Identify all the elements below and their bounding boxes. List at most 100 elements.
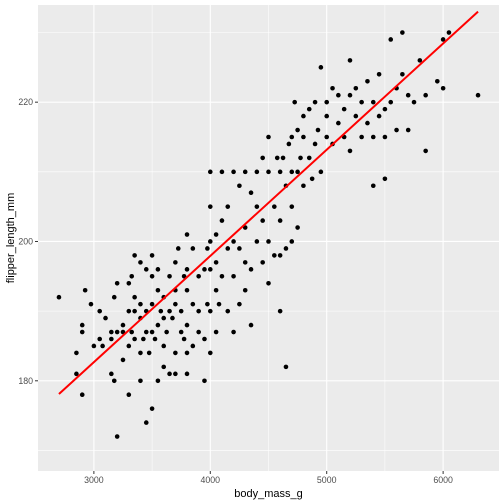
data-point xyxy=(173,350,178,356)
data-point xyxy=(138,350,143,356)
data-point xyxy=(266,134,271,140)
data-point xyxy=(315,127,321,133)
y-tick-label: 180 xyxy=(18,376,33,386)
data-point xyxy=(213,232,219,237)
data-point xyxy=(242,287,248,293)
data-point xyxy=(138,260,143,265)
data-point xyxy=(353,85,359,91)
major-grid xyxy=(38,5,499,471)
data-point xyxy=(175,246,181,251)
data-point xyxy=(173,260,178,265)
data-point xyxy=(301,113,306,119)
y-axis-ticks: 180 200 220 xyxy=(18,97,38,386)
data-point xyxy=(301,183,306,189)
data-point xyxy=(213,260,219,265)
data-point xyxy=(440,37,446,42)
data-point xyxy=(309,176,315,182)
data-point xyxy=(126,343,132,349)
data-point xyxy=(213,329,219,335)
data-point xyxy=(91,343,97,349)
data-point xyxy=(149,329,155,335)
data-point xyxy=(109,336,114,342)
y-tick-label: 220 xyxy=(18,97,33,107)
data-point xyxy=(242,169,248,175)
data-point xyxy=(248,322,254,328)
data-point xyxy=(79,392,85,398)
data-point xyxy=(184,322,190,328)
data-point xyxy=(376,113,382,119)
data-point xyxy=(109,371,114,377)
data-point xyxy=(184,371,190,377)
data-point xyxy=(56,294,62,300)
data-point xyxy=(219,274,225,279)
data-point xyxy=(138,301,143,307)
data-point xyxy=(173,301,178,307)
data-point xyxy=(411,99,417,105)
data-point xyxy=(260,155,265,161)
data-point xyxy=(178,308,184,314)
data-point xyxy=(219,218,225,223)
data-point xyxy=(336,120,341,126)
data-point xyxy=(318,65,324,70)
data-point xyxy=(298,155,303,161)
data-point xyxy=(149,406,155,411)
data-point xyxy=(359,99,364,105)
data-point xyxy=(167,308,172,314)
data-point xyxy=(446,30,452,35)
data-point xyxy=(388,37,394,42)
data-point xyxy=(260,218,265,223)
data-point xyxy=(301,134,306,140)
data-point xyxy=(132,336,137,342)
data-point xyxy=(260,260,265,265)
data-point xyxy=(155,267,161,272)
data-point xyxy=(184,232,190,237)
y-tick-label: 200 xyxy=(18,236,33,246)
data-point xyxy=(167,274,172,279)
data-point xyxy=(207,169,213,175)
data-point xyxy=(155,287,161,293)
data-point xyxy=(237,301,242,307)
data-point xyxy=(196,274,201,279)
data-point xyxy=(277,253,283,258)
data-point xyxy=(143,420,149,425)
data-point xyxy=(111,378,117,384)
data-point xyxy=(231,274,236,279)
data-point xyxy=(184,267,190,272)
data-point xyxy=(88,301,94,307)
data-point xyxy=(417,58,423,63)
data-point xyxy=(74,371,79,377)
data-point xyxy=(400,30,405,35)
data-point xyxy=(254,204,260,209)
data-point xyxy=(161,315,167,321)
data-point xyxy=(120,322,126,328)
data-point xyxy=(277,218,283,223)
data-point xyxy=(376,72,382,77)
data-point xyxy=(292,99,297,105)
data-point xyxy=(196,329,201,335)
data-point xyxy=(283,364,289,370)
data-point xyxy=(272,204,277,209)
data-point xyxy=(126,308,132,314)
data-point xyxy=(181,336,187,342)
data-point xyxy=(161,343,167,349)
data-point xyxy=(400,72,405,77)
data-point xyxy=(184,287,190,293)
x-tick-label: 3000 xyxy=(84,475,104,485)
data-point xyxy=(370,183,376,189)
data-point xyxy=(79,329,85,335)
data-point xyxy=(306,155,312,161)
data-point xyxy=(324,99,330,105)
data-point xyxy=(190,301,196,307)
data-point xyxy=(274,155,280,161)
x-tick-label: 6000 xyxy=(433,475,453,485)
data-point xyxy=(152,336,158,342)
data-point xyxy=(277,308,283,314)
data-point xyxy=(158,308,164,314)
data-point xyxy=(475,92,481,98)
data-point xyxy=(347,92,353,98)
data-point xyxy=(103,315,108,321)
data-point xyxy=(161,364,167,370)
data-point xyxy=(312,99,318,105)
data-point xyxy=(173,371,178,377)
data-point xyxy=(74,350,79,356)
